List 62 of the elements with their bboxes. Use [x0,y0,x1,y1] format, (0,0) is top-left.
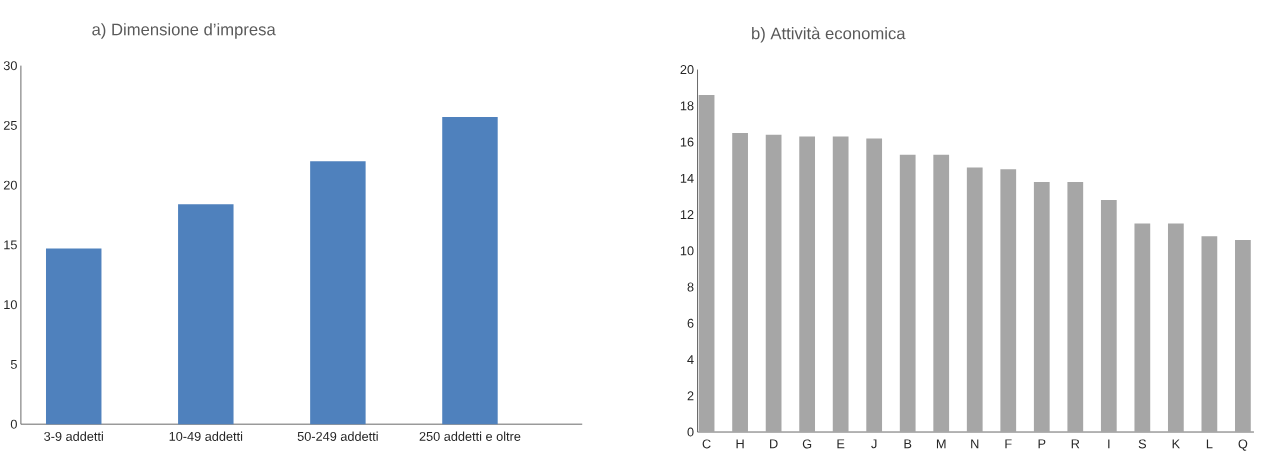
y-tick-label: 4 [687,354,694,364]
chart-title: b) Attività economica [752,26,906,43]
x-tick-label: 250 addetti e oltre [419,431,521,441]
y-tick-label: 20 [680,64,694,74]
y-tick-label: 12 [680,209,694,219]
bar [1000,169,1017,432]
x-tick-label: D [770,439,778,449]
bar [698,94,715,432]
x-tick-label: K [1172,439,1180,449]
bar [966,167,983,432]
x-tick-label: Q [1238,439,1248,451]
x-tick-label: J [871,439,877,449]
y-tick-label: 15 [4,240,17,250]
bar [899,154,916,432]
x-tick-label: N [971,439,979,449]
bar [1235,239,1251,432]
bar [178,204,234,425]
y-tick-label: 20 [3,180,17,190]
bar [832,136,849,432]
y-tick-label: 30 [3,60,17,70]
x-tick-label: R [1071,439,1080,449]
x-tick-label: F [1005,439,1012,449]
bar [1100,199,1117,432]
bar [765,134,782,432]
y-tick-label: 10 [4,300,17,310]
x-tick-label: 50-249 addetti [297,431,378,441]
bar [310,161,366,425]
x-tick-label: S [1138,439,1146,449]
x-tick-label: E [837,439,845,449]
bar [866,138,883,432]
x-tick-label: L [1206,439,1213,449]
x-tick-label: G [802,439,812,449]
chart-title: a) Dimensione d’impresa [92,22,276,39]
y-tick-label: 18 [680,101,694,111]
y-tick-label: 5 [10,359,17,369]
bar [1033,181,1050,432]
x-tick-label: B [904,439,912,449]
bar [1067,181,1084,432]
x-tick-label: C [702,439,711,449]
y-tick-label: 2 [687,391,694,401]
x-tick-label: 10-49 addetti [169,431,243,441]
bar [1134,223,1151,432]
y-tick-label: 14 [680,173,694,183]
x-tick-label: P [1038,439,1046,449]
y-tick-label: 10 [680,246,694,256]
x-tick-label: I [1108,439,1110,449]
bar [45,248,102,425]
bar [442,116,498,425]
x-tick-label: M [936,439,946,449]
bar [1201,236,1218,432]
x-tick-label: H [736,439,744,449]
bar [732,132,748,432]
y-tick-label: 0 [687,427,694,437]
bar [933,154,950,432]
bar [1167,223,1184,432]
bar [799,136,816,432]
y-tick-label: 8 [687,282,694,292]
x-tick-label: 3-9 addetti [44,431,103,441]
y-tick-label: 16 [680,137,694,147]
y-tick-label: 25 [3,120,17,130]
y-tick-label: 6 [687,318,694,328]
y-tick-label: 0 [10,419,17,429]
